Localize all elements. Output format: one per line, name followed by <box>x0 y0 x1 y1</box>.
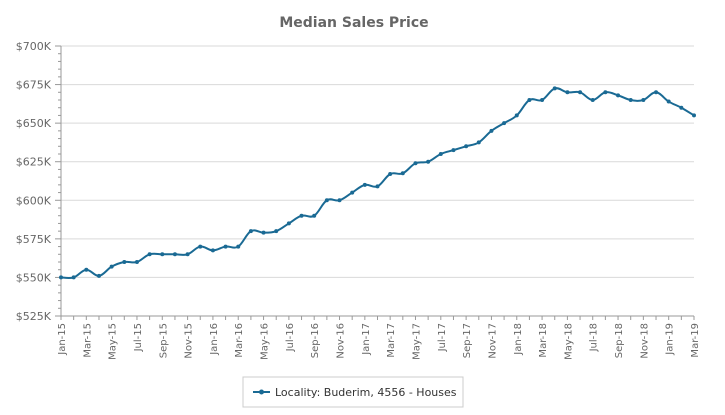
x-tick-label: Jan-19 <box>665 323 676 356</box>
data-point[interactable] <box>388 172 393 177</box>
data-point[interactable] <box>578 90 583 95</box>
data-point[interactable] <box>552 86 557 91</box>
data-point[interactable] <box>109 264 114 269</box>
data-point[interactable] <box>464 144 469 149</box>
data-point[interactable] <box>337 198 342 203</box>
y-axis-tick-labels: $525K $550K $575K $600K $625K $650K $675K $700K <box>16 40 52 323</box>
data-point[interactable] <box>476 140 481 145</box>
x-tick-label: Jan-15 <box>57 323 68 356</box>
x-tick-label: Nov-18 <box>639 323 650 359</box>
data-point[interactable] <box>312 213 317 218</box>
x-tick-label: Sep-16 <box>310 323 321 358</box>
y-tick-label: $650K <box>16 117 52 130</box>
data-point[interactable] <box>147 252 152 257</box>
chart-title: Median Sales Price <box>279 15 428 31</box>
data-point[interactable] <box>400 171 405 176</box>
axes <box>55 45 695 320</box>
data-point[interactable] <box>666 99 671 104</box>
x-tick-label: Jan-16 <box>209 323 220 356</box>
data-point[interactable] <box>248 229 253 234</box>
data-point[interactable] <box>438 152 443 156</box>
y-tick-label: $700K <box>16 40 52 53</box>
data-point[interactable] <box>210 248 215 253</box>
x-tick-label: Jan-17 <box>361 323 372 356</box>
data-point[interactable] <box>616 93 621 98</box>
x-tick-label: May-17 <box>411 323 422 360</box>
data-point[interactable] <box>540 98 545 102</box>
data-point[interactable] <box>96 273 101 278</box>
data-point[interactable] <box>350 190 355 195</box>
grid-lines <box>61 45 694 278</box>
x-tick-label: Nov-17 <box>487 323 498 359</box>
x-tick-label: Sep-15 <box>158 323 169 358</box>
series-line-group <box>59 86 696 280</box>
legend-marker <box>259 389 264 395</box>
x-tick-label: Nov-16 <box>336 323 347 359</box>
data-point[interactable] <box>172 252 177 257</box>
x-tick-label: Mar-17 <box>386 323 397 358</box>
y-tick-label: $675K <box>16 79 52 92</box>
data-point[interactable] <box>299 213 304 218</box>
legend[interactable]: Locality: Buderim, 4556 - Houses <box>242 376 464 408</box>
x-axis-tick-labels: Jan-15 Mar-15 May-15 Jul-15 Sep-15 Nov-15 Jan-… <box>57 323 701 360</box>
data-point[interactable] <box>502 121 507 126</box>
legend-label[interactable]: Locality: Buderim, 4556 - Houses <box>275 386 457 399</box>
data-point[interactable] <box>274 229 279 234</box>
y-tick-label: $525K <box>16 310 52 323</box>
y-tick-label: $625K <box>16 156 52 169</box>
data-point[interactable] <box>185 252 190 257</box>
data-point[interactable] <box>654 90 659 95</box>
x-tick-label: Jan-18 <box>513 323 524 356</box>
data-point[interactable] <box>527 98 532 102</box>
data-point[interactable] <box>565 90 570 95</box>
data-point[interactable] <box>71 275 76 280</box>
x-tick-label: Jul-16 <box>285 323 296 352</box>
data-point[interactable] <box>375 184 380 189</box>
x-tick-label: Mar-18 <box>538 323 549 358</box>
data-point[interactable] <box>362 182 367 187</box>
data-point[interactable] <box>451 148 456 153</box>
x-tick-label: Mar-19 <box>690 323 701 358</box>
data-point[interactable] <box>426 159 431 164</box>
y-tick-label: $550K <box>16 271 52 284</box>
data-point[interactable] <box>679 105 684 110</box>
x-tick-label: Jul-18 <box>589 323 600 352</box>
data-point[interactable] <box>590 98 595 102</box>
data-point[interactable] <box>641 98 646 102</box>
data-point[interactable] <box>324 198 329 203</box>
legend-box <box>242 376 464 408</box>
data-point[interactable] <box>122 260 127 264</box>
data-point[interactable] <box>261 230 266 235</box>
x-tick-label: May-16 <box>260 323 271 360</box>
data-point[interactable] <box>198 244 203 249</box>
data-point[interactable] <box>160 252 165 257</box>
y-tick-label: $600K <box>16 194 52 207</box>
data-point[interactable] <box>286 221 291 226</box>
data-point[interactable] <box>59 275 63 280</box>
x-tick-label: May-18 <box>563 323 574 360</box>
data-point[interactable] <box>84 267 89 272</box>
y-tick-label: $575K <box>16 233 52 246</box>
data-point[interactable] <box>692 113 696 118</box>
data-point[interactable] <box>628 98 633 102</box>
x-tick-label: Mar-16 <box>234 323 245 358</box>
data-point[interactable] <box>514 113 519 118</box>
x-tick-label: Mar-15 <box>82 323 93 358</box>
data-point[interactable] <box>489 128 494 133</box>
data-point[interactable] <box>223 244 228 249</box>
data-point[interactable] <box>413 161 418 166</box>
x-tick-label: Sep-17 <box>462 323 473 358</box>
x-tick-label: Sep-18 <box>614 323 625 358</box>
x-tick-label: Nov-15 <box>184 323 195 359</box>
x-tick-label: Jul-15 <box>133 323 144 352</box>
x-tick-label: Jul-17 <box>437 323 448 352</box>
data-point[interactable] <box>134 260 139 264</box>
x-tick-label: May-15 <box>108 323 119 360</box>
data-point[interactable] <box>603 90 608 95</box>
data-point[interactable] <box>236 244 241 249</box>
